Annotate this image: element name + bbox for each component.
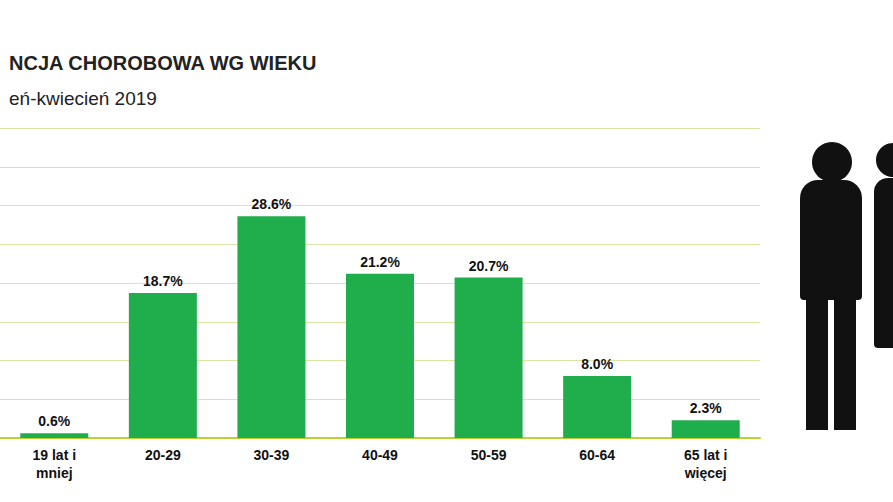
svg-text:18.7%: 18.7% (143, 273, 183, 289)
svg-text:60-64: 60-64 (579, 447, 615, 463)
svg-text:21.2%: 21.2% (360, 254, 400, 270)
svg-text:więcej: więcej (684, 465, 727, 481)
svg-text:40-49: 40-49 (362, 447, 398, 463)
svg-text:19 lat i: 19 lat i (32, 447, 76, 463)
svg-text:20.7%: 20.7% (469, 258, 509, 274)
svg-text:20-29: 20-29 (145, 447, 181, 463)
svg-text:2.3%: 2.3% (690, 400, 722, 416)
svg-text:8.0%: 8.0% (581, 356, 613, 372)
svg-text:eń-kwiecień 2019: eń-kwiecień 2019 (9, 88, 157, 109)
svg-text:65 lat i: 65 lat i (684, 447, 728, 463)
svg-text:mniej: mniej (36, 465, 73, 481)
svg-text:0.6%: 0.6% (38, 413, 70, 429)
svg-text:28.6%: 28.6% (252, 196, 292, 212)
svg-text:30-39: 30-39 (254, 447, 290, 463)
svg-text:50-59: 50-59 (471, 447, 507, 463)
svg-text:NCJA CHOROBOWA WG WIEKU: NCJA CHOROBOWA WG WIEKU (9, 52, 316, 74)
